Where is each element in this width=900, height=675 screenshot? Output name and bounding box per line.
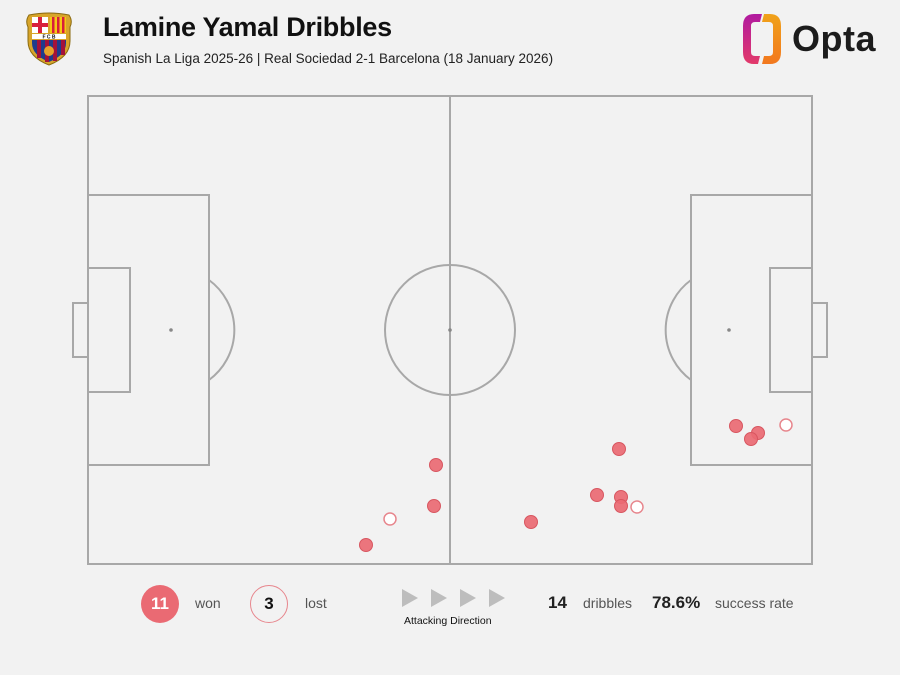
centre-circle — [384, 264, 516, 396]
dribble-markers — [359, 418, 793, 552]
right-penalty-arc — [664, 279, 692, 381]
centre-spot — [448, 328, 452, 332]
play-arrow-icon — [489, 589, 505, 607]
dribble-won-marker — [427, 499, 441, 513]
left-penalty-box — [87, 194, 210, 466]
right-penalty-box — [690, 194, 813, 466]
dribble-won-marker — [429, 458, 443, 472]
lost-label: lost — [305, 595, 327, 611]
attacking-direction-arrows — [402, 589, 505, 607]
total-dribbles-value: 14 — [548, 593, 567, 612]
svg-text:F C B: F C B — [42, 34, 55, 40]
attacking-direction-label: Attacking Direction — [404, 615, 492, 627]
page-title: Lamine Yamal Dribbles — [103, 12, 392, 42]
fc-barcelona-crest-icon: F C B — [23, 11, 75, 67]
opta-mark-icon — [743, 14, 781, 64]
left-penalty-arc — [208, 279, 236, 381]
right-goal — [811, 302, 828, 358]
right-penalty-spot — [727, 328, 731, 332]
dribble-won-marker — [612, 442, 626, 456]
total-dribbles-label: dribbles — [583, 595, 633, 611]
opta-wordmark: Opta — [792, 18, 877, 59]
won-label: won — [195, 595, 221, 611]
play-arrow-icon — [402, 589, 418, 607]
success-rate-value: 78.6% — [652, 593, 701, 612]
dribble-won-marker — [614, 499, 628, 513]
lost-count-badge: 3 — [250, 585, 288, 623]
match-subtitle: Spanish La Liga 2025-26 | Real Sociedad … — [103, 51, 554, 66]
play-arrow-icon — [431, 589, 447, 607]
left-goal — [72, 302, 89, 358]
left-six-yard-box — [87, 267, 131, 393]
won-count-badge: 11 — [141, 585, 179, 623]
success-rate-label: success rate — [715, 595, 794, 611]
dribble-won-marker — [729, 419, 743, 433]
dribble-won-marker — [744, 432, 758, 446]
right-six-yard-box — [769, 267, 813, 393]
dribble-lost-marker — [383, 512, 397, 526]
dribble-lost-marker — [630, 500, 644, 514]
dribble-won-marker — [524, 515, 538, 529]
dribble-lost-marker — [779, 418, 793, 432]
dribble-won-marker — [590, 488, 604, 502]
opta-logo: Opta — [740, 11, 876, 67]
play-arrow-icon — [460, 589, 476, 607]
summary-legend: 11 won 3 lost Attacking Direction 14 dri… — [0, 583, 900, 643]
left-penalty-spot — [169, 328, 173, 332]
dribble-won-marker — [359, 538, 373, 552]
